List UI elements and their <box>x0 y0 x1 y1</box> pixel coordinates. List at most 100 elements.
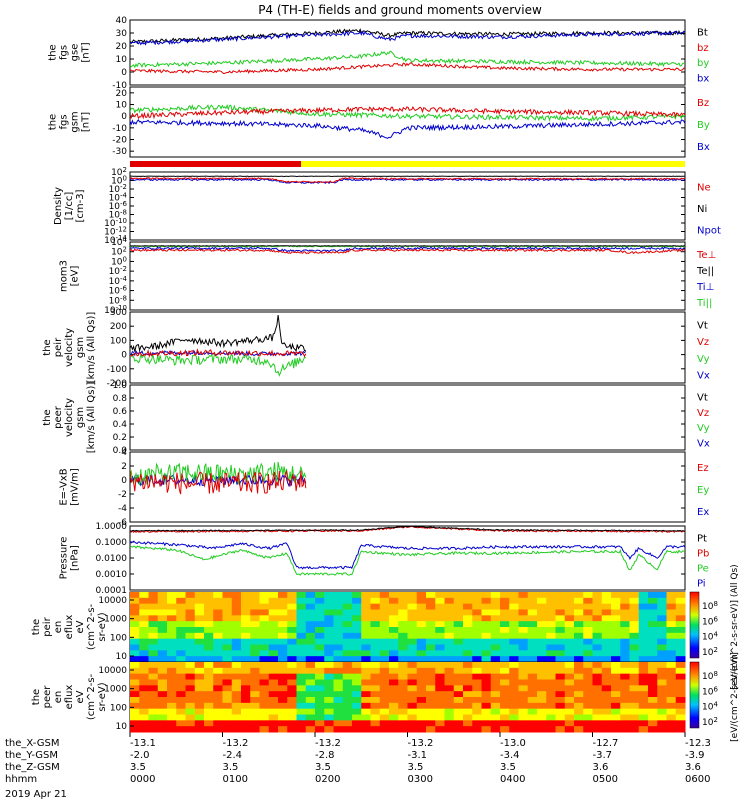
spectrogram-cell <box>352 691 362 698</box>
spectrogram-cell <box>416 656 427 663</box>
y-tick-label: 40 <box>116 16 128 26</box>
spectrogram-cell <box>130 726 140 733</box>
spectrogram-cell <box>574 720 584 727</box>
spectrogram-cell <box>620 632 630 640</box>
spectrogram-cell <box>296 615 307 622</box>
spectrogram-cell <box>148 603 159 610</box>
spectrogram-cell <box>435 714 445 721</box>
spectrogram-cell <box>148 644 159 651</box>
spectrogram-cell <box>574 621 584 628</box>
spectrogram-cell <box>407 615 418 622</box>
spectrogram-cell <box>167 685 177 692</box>
spectrogram-cell <box>213 726 223 733</box>
spectrogram-cell <box>194 667 205 675</box>
spectrogram-cell <box>444 702 455 710</box>
spectrogram-cell <box>555 597 566 605</box>
spectrogram-cell <box>167 644 177 651</box>
spectrogram-cell <box>167 667 177 675</box>
spectrogram-cell <box>500 627 510 634</box>
spectrogram-cell <box>296 702 307 710</box>
spectrogram-cell <box>287 603 297 610</box>
spectrogram-cell <box>638 726 649 733</box>
spectrogram-cell <box>426 697 436 704</box>
spectrogram-cell <box>453 621 464 628</box>
y-tick-label: 0.4 <box>113 420 128 430</box>
spectrogram-cell <box>555 720 566 727</box>
spectrogram-cell <box>583 603 593 610</box>
y-tick-label: 0 <box>121 112 127 122</box>
spectrogram-cell <box>278 662 288 669</box>
spectrogram-cell <box>352 656 362 663</box>
spectrogram-cell <box>389 603 399 610</box>
spectrogram-cell <box>509 720 519 727</box>
spectrogram-cell <box>185 667 196 675</box>
spectrogram-cell <box>352 609 362 616</box>
spectrogram-cell <box>370 662 381 669</box>
spectrogram-cell <box>426 609 436 616</box>
spectrogram-cell <box>546 714 556 721</box>
spectrogram-cell <box>157 632 168 640</box>
spectrogram-cell <box>509 708 519 715</box>
spectrogram-cell <box>564 597 575 605</box>
spectrogram-cell <box>139 720 149 727</box>
spectrogram-cell <box>204 720 214 727</box>
y-axis-label-line: [nT] <box>81 112 92 132</box>
spectrogram-cell <box>500 621 510 628</box>
spectrogram-cell <box>250 627 260 634</box>
spectrogram-cell <box>398 656 408 663</box>
spectrogram-cell <box>509 702 519 710</box>
y-axis-label-line: peer <box>42 685 53 709</box>
spectrogram-cell <box>648 638 658 645</box>
spectrogram-cell <box>398 632 408 640</box>
spectrogram-cell <box>342 679 353 686</box>
spectrogram-cell <box>305 708 316 715</box>
spectrogram-cell <box>509 597 519 605</box>
spectrogram-cell <box>352 714 362 721</box>
spectrogram-cell <box>250 667 260 675</box>
spectrogram-cell <box>444 632 455 640</box>
spectrogram-cell <box>444 691 455 698</box>
spectrogram-cell <box>546 667 556 675</box>
spectrogram-cell <box>324 673 334 680</box>
spectrogram-cell <box>611 691 621 698</box>
spectrogram-cell <box>324 592 334 599</box>
legend-entry: Pt <box>697 534 707 545</box>
spectrogram-cell <box>620 726 630 733</box>
spectrogram-cell <box>527 662 538 669</box>
spectrogram-cell <box>241 679 251 686</box>
spectrogram-cell <box>426 726 436 733</box>
spectrogram-cell <box>167 691 177 698</box>
spectrogram-cell <box>296 603 307 610</box>
spectrogram-cell <box>148 638 159 645</box>
spectrogram-cell <box>167 650 177 657</box>
spectrogram-cell <box>453 702 464 710</box>
spectrogram-cell <box>379 662 390 669</box>
spectrogram-cell <box>426 662 436 669</box>
spectrogram-cell <box>435 597 445 605</box>
spectrogram-cell <box>231 656 242 663</box>
y-axis-label-line: [mV/m] <box>70 468 81 506</box>
spectrogram-cell <box>675 714 686 721</box>
spectrogram-cell <box>416 702 427 710</box>
spectrogram-cell <box>389 656 399 663</box>
spectrogram-cell <box>472 603 482 610</box>
spectrogram-cell <box>130 592 140 599</box>
spectrogram-cell <box>555 685 566 692</box>
y-axis-label-line: (cm^2-s- <box>86 603 97 650</box>
spectrogram-cell <box>370 650 381 657</box>
spectrogram-cell <box>389 702 399 710</box>
spectrogram-cell <box>213 697 223 704</box>
y-tick-label: 100 <box>111 255 127 267</box>
spectrogram-cell <box>426 702 436 710</box>
spectrogram-cell <box>361 650 371 657</box>
spectrogram-cell <box>453 691 464 698</box>
spectrogram-cell <box>592 638 603 645</box>
y-tick-label: -6 <box>118 518 127 528</box>
spectrogram-cell <box>157 726 168 733</box>
spectrogram-cell <box>574 726 584 733</box>
spectrogram-cell <box>555 667 566 675</box>
spectrogram-cell <box>176 685 186 692</box>
spectrogram-cell <box>638 638 649 645</box>
